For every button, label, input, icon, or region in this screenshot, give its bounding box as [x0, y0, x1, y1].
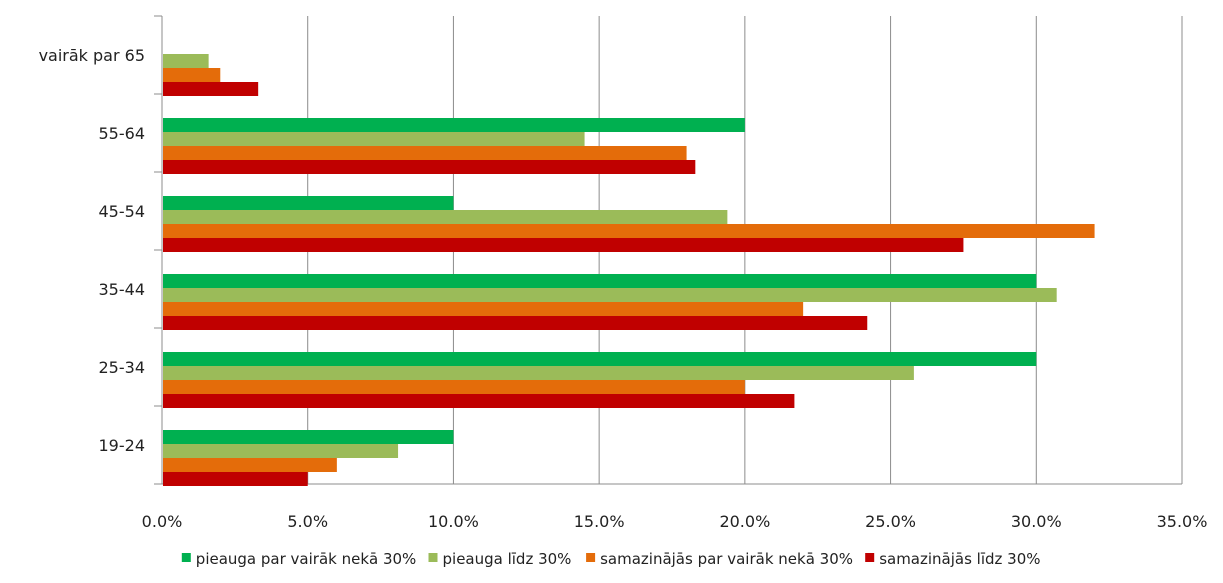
bar	[163, 132, 585, 146]
legend-swatch	[865, 553, 875, 562]
legend-label: pieauga par vairāk nekā 30%	[196, 550, 417, 568]
bar	[163, 288, 1057, 302]
bar	[163, 196, 454, 210]
legend-swatch	[181, 553, 191, 562]
bar	[163, 238, 964, 252]
bar	[163, 146, 687, 160]
x-tick-label: 35.0%	[1157, 512, 1208, 531]
bars	[163, 54, 1095, 486]
category-label: vairāk par 65	[39, 46, 145, 65]
bar	[163, 224, 1095, 238]
bar	[163, 118, 745, 132]
x-tick-label: 10.0%	[428, 512, 479, 531]
bar	[163, 380, 745, 394]
x-tick-label: 15.0%	[574, 512, 625, 531]
category-label: 55-64	[99, 124, 146, 143]
x-tick-label: 20.0%	[719, 512, 770, 531]
bar	[163, 302, 804, 316]
category-label: 25-34	[99, 358, 146, 377]
x-tick-label: 25.0%	[865, 512, 916, 531]
bar	[163, 274, 1037, 288]
bar	[163, 366, 914, 380]
legend-label: pieauga līdz 30%	[443, 550, 572, 568]
x-tick-label: 5.0%	[287, 512, 328, 531]
bar	[163, 210, 728, 224]
bar	[163, 352, 1037, 366]
labels: 0.0% 5.0% 10.0% 15.0% 20.0% 25.0% 30.0% 35.0% va…	[39, 46, 1208, 531]
bar	[163, 82, 259, 96]
legend-label: samazinājās līdz 30%	[879, 550, 1040, 568]
x-tick-label: 30.0%	[1011, 512, 1062, 531]
bar	[163, 444, 399, 458]
bar	[163, 472, 308, 486]
bar	[163, 316, 868, 330]
legend-label: samazinājās par vairāk nekā 30%	[600, 550, 853, 568]
axes	[154, 15, 1182, 485]
bar	[163, 54, 209, 68]
legend-swatch	[586, 553, 596, 562]
x-tick-label: 0.0%	[142, 512, 183, 531]
bar	[163, 394, 795, 408]
bar	[163, 160, 696, 174]
bar	[163, 430, 454, 444]
bar	[163, 458, 337, 472]
legend-swatch	[428, 553, 438, 562]
category-label: 35-44	[99, 280, 146, 299]
category-label: 19-24	[99, 436, 146, 455]
legend: pieauga par vairāk nekā 30% pieauga līdz …	[181, 550, 1041, 568]
category-label: 45-54	[99, 202, 146, 221]
bar	[163, 68, 221, 82]
